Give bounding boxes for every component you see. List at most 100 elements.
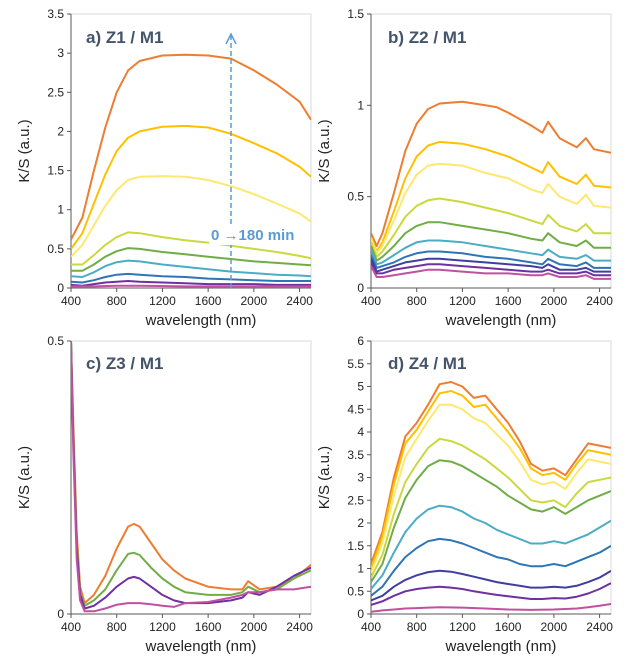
series-line-2 [71, 341, 311, 607]
y-tick-label: 0 [57, 281, 64, 295]
y-tick-label: 1 [357, 562, 364, 576]
x-tick-label: 1200 [449, 620, 476, 634]
x-tick-label: 800 [107, 294, 127, 308]
panel-title: a) Z1 / M1 [86, 28, 163, 47]
chart-panel-4: 400 800 1200 1600 2000 2400 0 0.5 1 1.5 2 2.5 3 3.5 4 4… [316, 334, 613, 655]
series-line-3 [371, 403, 611, 574]
time-annotation: 0 →180 min [211, 227, 294, 244]
x-tick-label: 2000 [541, 294, 568, 308]
series-line-1 [371, 100, 611, 247]
x-tick-label: 1600 [195, 294, 222, 308]
x-axis-title: wavelength (nm) [145, 638, 257, 655]
y-tick-label: 1 [357, 98, 364, 112]
y-tick-label: 0 [357, 281, 364, 295]
y-tick-label: 2 [357, 516, 364, 530]
x-tick-label: 800 [407, 294, 427, 308]
x-axis-title: wavelength (nm) [445, 638, 557, 655]
x-tick-label: 2400 [586, 620, 613, 634]
series-line-10 [371, 265, 611, 280]
x-tick-label: 800 [107, 620, 127, 634]
y-tick-label: 3.5 [47, 7, 64, 21]
y-tick-label: 0 [357, 607, 364, 621]
x-tick-label: 1200 [149, 294, 176, 308]
series-line-4 [71, 341, 311, 613]
y-axis-title: K/S (a.u.) [316, 446, 333, 509]
y-tick-label: 1 [57, 203, 64, 217]
x-tick-label: 1600 [495, 620, 522, 634]
panel-title: d) Z4 / M1 [388, 354, 466, 373]
x-tick-label: 2400 [286, 620, 313, 634]
series-line-3 [71, 175, 311, 258]
series-line-9 [371, 261, 611, 277]
y-tick-label: 2.5 [47, 85, 64, 99]
x-tick-label: 1600 [495, 294, 522, 308]
series-line-3 [71, 341, 311, 610]
y-tick-label: 0.5 [47, 334, 64, 348]
y-tick-label: 4.5 [347, 402, 364, 416]
y-tick-label: 5 [357, 380, 364, 394]
series-line-7 [371, 537, 611, 597]
y-tick-label: 1.5 [347, 7, 364, 21]
y-axis-title: K/S (a.u.) [316, 119, 333, 182]
x-tick-label: 400 [61, 294, 81, 308]
series-line-8 [371, 257, 611, 273]
y-tick-label: 0 [57, 607, 64, 621]
x-tick-label: 2400 [286, 294, 313, 308]
y-tick-label: 3 [357, 471, 364, 485]
annotation-background [209, 226, 303, 245]
series-line-1 [71, 53, 311, 240]
x-tick-label: 1200 [149, 620, 176, 634]
y-tick-label: 1.5 [47, 164, 64, 178]
series-line-8 [71, 280, 311, 287]
series-group [71, 341, 311, 613]
series-line-6 [371, 239, 611, 266]
series-line-2 [71, 124, 311, 250]
series-group [371, 381, 611, 613]
y-tick-label: 1.5 [347, 539, 364, 553]
panel-title: b) Z2 / M1 [388, 28, 466, 47]
series-line-3 [371, 162, 611, 255]
series-line-10 [371, 603, 611, 613]
x-axis-title: wavelength (nm) [145, 312, 257, 329]
series-line-8 [371, 569, 611, 602]
x-axis-title: wavelength (nm) [445, 312, 557, 329]
x-tick-label: 2000 [241, 620, 268, 634]
x-tick-label: 800 [407, 620, 427, 634]
panel-title: c) Z3 / M1 [86, 354, 163, 373]
series-group [71, 53, 311, 288]
series-line-6 [371, 504, 611, 590]
chart-panel-2: 400 800 1200 1600 2000 2400 0 0.5 1 1.5 wavelength… [316, 7, 613, 329]
series-line-5 [371, 459, 611, 583]
x-tick-label: 400 [61, 620, 81, 634]
x-tick-label: 1600 [195, 620, 222, 634]
y-tick-label: 5.5 [347, 357, 364, 371]
y-axis-title: K/S (a.u.) [16, 446, 33, 509]
y-tick-label: 2.5 [347, 493, 364, 507]
x-tick-label: 400 [361, 620, 381, 634]
y-tick-label: 3.5 [347, 448, 364, 462]
y-tick-label: 3 [57, 46, 64, 60]
chart-panel-1: 400 800 1200 1600 2000 2400 0 0.5 1 1.5 2 2.5 3 3.5 wa… [16, 7, 313, 329]
series-line-5 [71, 247, 311, 272]
x-tick-label: 2400 [586, 294, 613, 308]
x-tick-label: 2000 [541, 620, 568, 634]
series-line-9 [71, 284, 311, 288]
x-tick-label: 400 [361, 294, 381, 308]
series-line-2 [371, 390, 611, 569]
series-line-5 [371, 221, 611, 262]
y-tick-label: 0.5 [47, 242, 64, 256]
chart-panel-3: 400 800 1200 1600 2000 2400 0 0.5 wavelength (nm… [16, 334, 313, 655]
series-line-1 [71, 341, 311, 605]
y-tick-label: 6 [357, 334, 364, 348]
plot-frame [370, 340, 612, 615]
y-tick-label: 4 [357, 425, 364, 439]
y-tick-label: 2 [57, 124, 64, 138]
time-arrow-head-icon [225, 32, 237, 45]
x-tick-label: 1200 [449, 294, 476, 308]
y-axis-title: K/S (a.u.) [16, 119, 33, 182]
series-line-6 [71, 259, 311, 278]
x-tick-label: 2000 [241, 294, 268, 308]
series-line-7 [71, 272, 311, 284]
series-line-4 [371, 197, 611, 258]
